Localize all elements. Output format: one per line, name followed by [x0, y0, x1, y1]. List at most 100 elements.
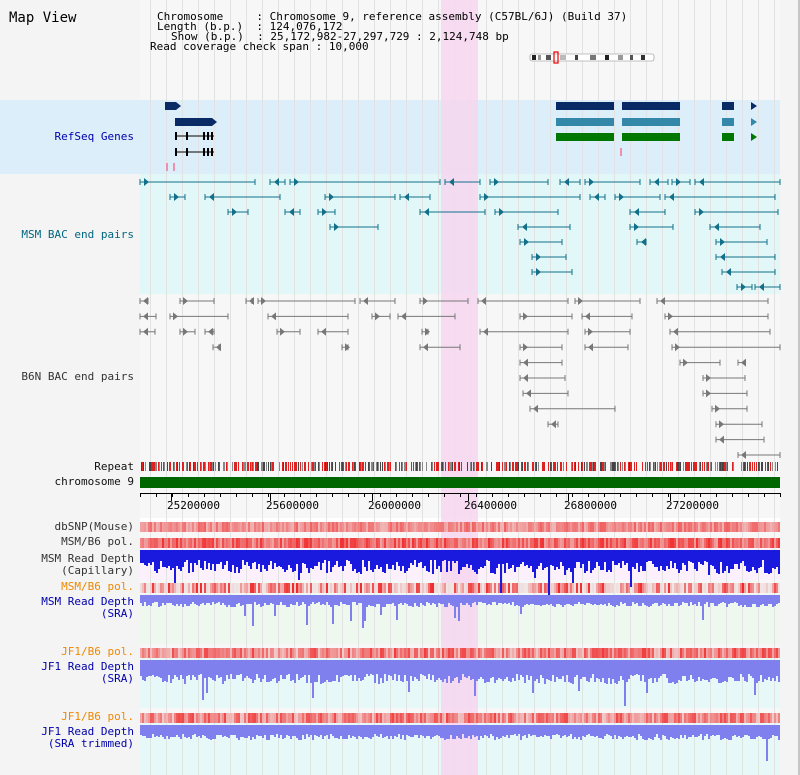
msm-sra-depth-bar — [380, 595, 382, 615]
dbsnp-cell — [426, 522, 428, 532]
jf1-b6-pol-cell — [254, 648, 256, 658]
msm-capillary-depth-bar — [622, 550, 624, 561]
jf1-b6-pol-cell — [664, 648, 666, 658]
msm-capillary-depth-bar — [566, 550, 568, 570]
track-label-b6n-bac[interactable]: B6N BAC end pairs — [21, 370, 134, 383]
jf1-b6-pol-cell — [682, 713, 684, 723]
info-key: Length (b.p.) — [157, 20, 244, 33]
track-label-msm-depth-capillary[interactable]: MSM Read Depth — [41, 552, 134, 565]
jf1-b6-pol-cell — [522, 648, 524, 658]
dbsnp-cell — [720, 522, 722, 532]
jf1-sra-depth-bar — [522, 660, 524, 677]
jf1-trimmed-depth-bar — [566, 725, 568, 737]
jf1-trimmed-depth-bar — [438, 725, 440, 736]
msm-b6-pol-cell — [238, 583, 240, 593]
msm-sra-depth-bar — [298, 595, 300, 606]
msm-sra-depth-bar — [184, 595, 186, 604]
msm-b6-pol-cell — [276, 538, 278, 548]
jf1-trimmed-depth-bar — [326, 725, 328, 735]
msm-b6-pol-cell — [326, 538, 328, 548]
repeat-element — [505, 462, 506, 471]
msm-sra-depth-bar — [258, 595, 260, 604]
dbsnp-cell — [612, 522, 614, 532]
jf1-b6-pol-cell — [430, 713, 432, 723]
jf1-b6-pol-cell — [190, 648, 192, 658]
jf1-b6-pol-cell — [284, 713, 286, 723]
msm-sra-depth-bar — [262, 595, 264, 606]
jf1-b6-pol-cell — [724, 648, 726, 658]
msm-b6-pol-cell — [434, 538, 436, 548]
repeat-element — [600, 462, 601, 471]
repeat-track[interactable] — [141, 462, 778, 471]
msm-b6-pol-cell — [210, 583, 212, 593]
track-label-msm-b6-pol-2[interactable]: MSM/B6 pol. — [61, 580, 134, 593]
track-label-msm-b6-pol-1[interactable]: MSM/B6 pol. — [61, 535, 134, 548]
jf1-b6-pol-cell — [528, 648, 530, 658]
jf1-b6-pol-cell — [326, 713, 328, 723]
chromosome-bar[interactable] — [140, 477, 780, 488]
track-label-msm-bac[interactable]: MSM BAC end pairs — [21, 228, 134, 241]
msm-b6-pol-cell — [662, 583, 664, 593]
msm-bac-end-pair-arrow — [654, 178, 659, 186]
msm-capillary-depth-bar — [264, 550, 266, 569]
msm-b6-pol-cell — [756, 583, 758, 593]
msm-sra-depth-bar — [396, 595, 398, 620]
b6n-bac-end-pairs-track[interactable] — [139, 297, 781, 459]
jf1-b6-pol-cell — [422, 713, 424, 723]
polymorphism-heatmaps[interactable] — [140, 522, 780, 723]
jf1-trimmed-depth-bar — [746, 725, 748, 735]
jf1-b6-pol-cell — [386, 648, 388, 658]
msm-sra-depth-bar — [470, 595, 472, 607]
msm-capillary-depth-bar — [190, 550, 192, 563]
msm-sra-depth-bar — [154, 595, 156, 602]
dbsnp-cell — [216, 522, 218, 532]
refseq-gene-block — [556, 118, 614, 126]
msm-b6-pol-cell — [364, 583, 366, 593]
repeat-element — [578, 462, 579, 471]
repeat-element — [715, 462, 716, 471]
dbsnp-cell — [630, 522, 632, 532]
msm-capillary-depth-bar — [764, 550, 766, 573]
msm-capillary-depth-bar — [372, 550, 374, 572]
track-label-jf1-depth-trimmed[interactable]: JF1 Read Depth — [41, 725, 134, 738]
msm-b6-pol-cell — [290, 538, 292, 548]
track-label-msm-depth-sra[interactable]: MSM Read Depth — [41, 595, 134, 608]
track-label-chromosome[interactable]: chromosome 9 — [54, 475, 134, 488]
track-label-jf1-b6-pol-1[interactable]: JF1/B6 pol. — [61, 645, 134, 658]
chromosome-ideogram[interactable] — [529, 51, 655, 64]
track-label-refseq-genes[interactable]: RefSeq Genes — [54, 130, 134, 143]
refseq-pink-marker — [620, 148, 622, 156]
jf1-b6-pol-cell — [170, 648, 172, 658]
read-depth-tracks[interactable] — [140, 550, 780, 761]
track-label-jf1-depth-sra[interactable]: JF1 Read Depth — [41, 660, 134, 673]
refseq-genes-track[interactable] — [165, 102, 757, 171]
dbsnp-cell — [400, 522, 402, 532]
msm-sra-depth-bar — [650, 595, 652, 606]
jf1-b6-pol-cell — [440, 648, 442, 658]
msm-b6-pol-cell — [182, 583, 184, 593]
track-label-dbsnp[interactable]: dbSNP(Mouse) — [54, 520, 134, 533]
msm-capillary-depth-bar — [612, 550, 614, 561]
dbsnp-cell — [240, 522, 242, 532]
msm-b6-pol-cell — [320, 538, 322, 548]
msm-capillary-depth-bar — [144, 550, 146, 565]
msm-sra-depth-bar — [166, 595, 168, 603]
msm-sra-depth-bar — [466, 595, 468, 603]
msm-capillary-depth-bar — [548, 550, 550, 599]
msm-b6-pol-cell — [770, 538, 772, 548]
jf1-trimmed-depth-bar — [744, 725, 746, 735]
jf1-sra-depth-bar — [554, 660, 556, 682]
msm-sra-depth-bar — [306, 595, 308, 625]
b6n-bac-end-pair-arrow — [533, 404, 538, 413]
jf1-trimmed-depth-bar — [270, 725, 272, 735]
jf1-trimmed-depth-bar — [540, 725, 542, 736]
track-label-jf1-b6-pol-2[interactable]: JF1/B6 pol. — [61, 710, 134, 723]
track-label-repeat[interactable]: Repeat — [94, 460, 134, 473]
jf1-trimmed-depth-bar — [590, 725, 592, 736]
msm-bac-end-pairs-track[interactable] — [139, 178, 781, 291]
jf1-trimmed-depth-bar — [632, 725, 634, 736]
repeat-element — [212, 462, 213, 471]
msm-capillary-depth-bar — [658, 550, 660, 571]
jf1-b6-pol-cell — [700, 713, 702, 723]
